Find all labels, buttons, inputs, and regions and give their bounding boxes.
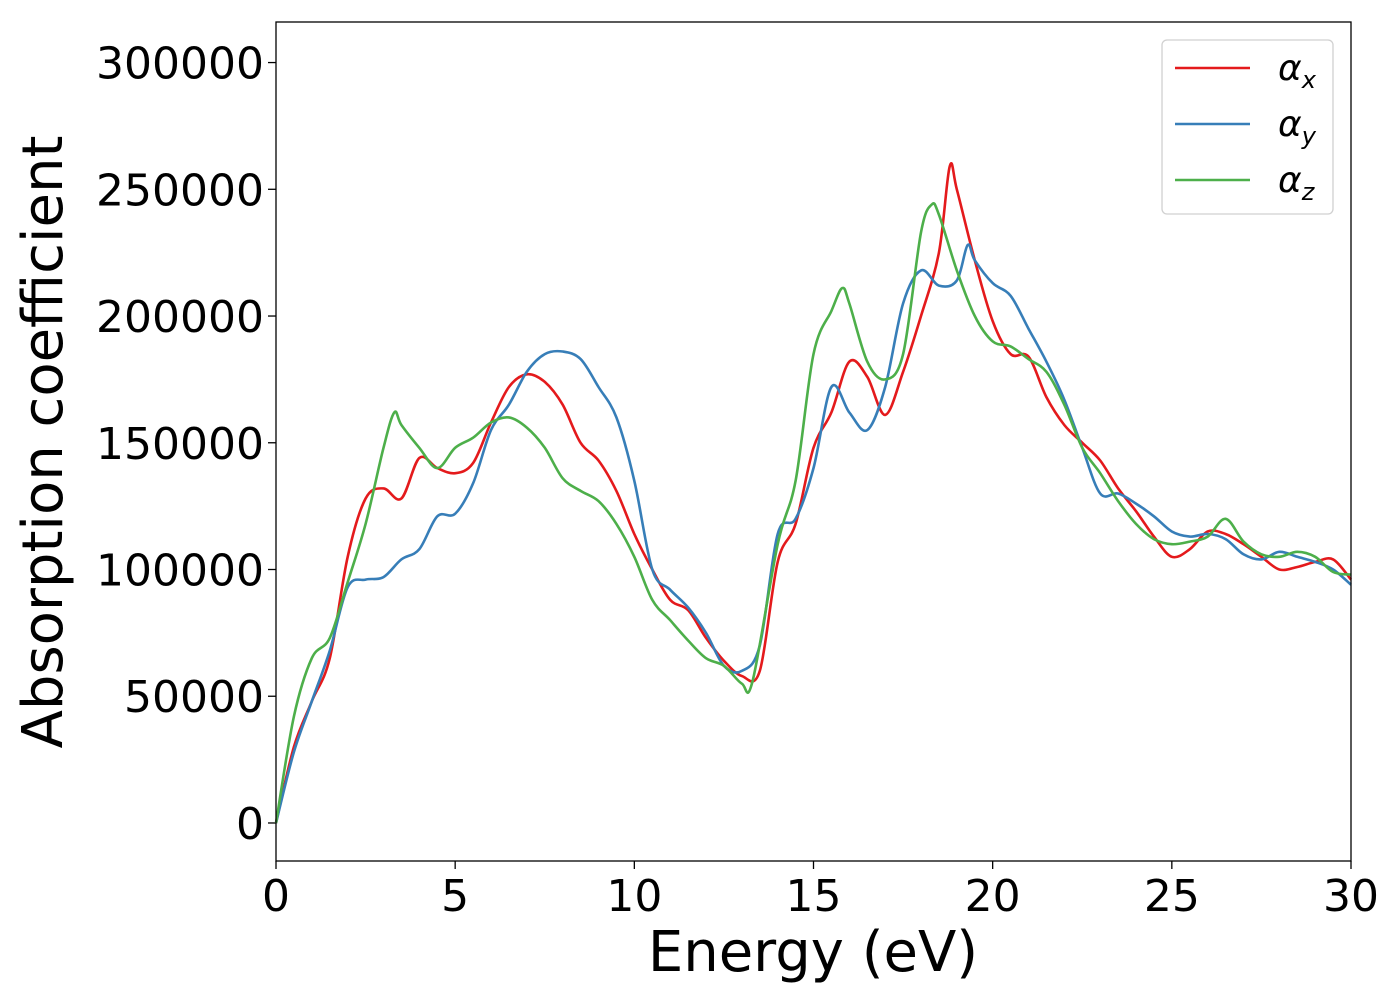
plot-frame <box>275 21 1352 862</box>
x-tick-label: 5 <box>441 871 469 922</box>
series-line-z <box>274 201 1352 824</box>
legend-box <box>1161 39 1334 215</box>
x-tick-label: 20 <box>965 871 1021 922</box>
series-line-x <box>274 162 1352 824</box>
legend-label-z: αz <box>1278 160 1316 206</box>
series-line-y <box>274 243 1352 824</box>
x-tick-label: 25 <box>1144 871 1200 922</box>
legend-entries: αx αy αz <box>1175 48 1317 206</box>
y-axis-title: Absorption coefficient <box>11 136 76 749</box>
x-tick-label: 30 <box>1323 871 1379 922</box>
y-axis-ticks: 0 50000 100000 150000 200000 250000 300000 <box>96 39 276 850</box>
x-tick-label: 15 <box>786 871 842 922</box>
legend: αx αy αz <box>1161 39 1334 215</box>
y-tick-label: 200000 <box>96 292 264 343</box>
y-tick-label: 0 <box>236 799 264 850</box>
x-axis-title: Energy (eV) <box>648 920 978 985</box>
y-tick-label: 300000 <box>96 39 264 90</box>
y-tick-label: 100000 <box>96 546 264 597</box>
x-tick-label: 0 <box>262 871 290 922</box>
legend-label-x: αx <box>1278 48 1317 94</box>
series-lines <box>274 162 1352 824</box>
legend-label-y: αy <box>1278 104 1317 150</box>
x-tick-label: 10 <box>606 871 662 922</box>
y-tick-label: 150000 <box>96 419 264 470</box>
y-tick-label: 50000 <box>124 672 264 723</box>
x-axis-ticks: 0 5 10 15 20 25 30 <box>262 861 1379 922</box>
y-tick-label: 250000 <box>96 165 264 216</box>
